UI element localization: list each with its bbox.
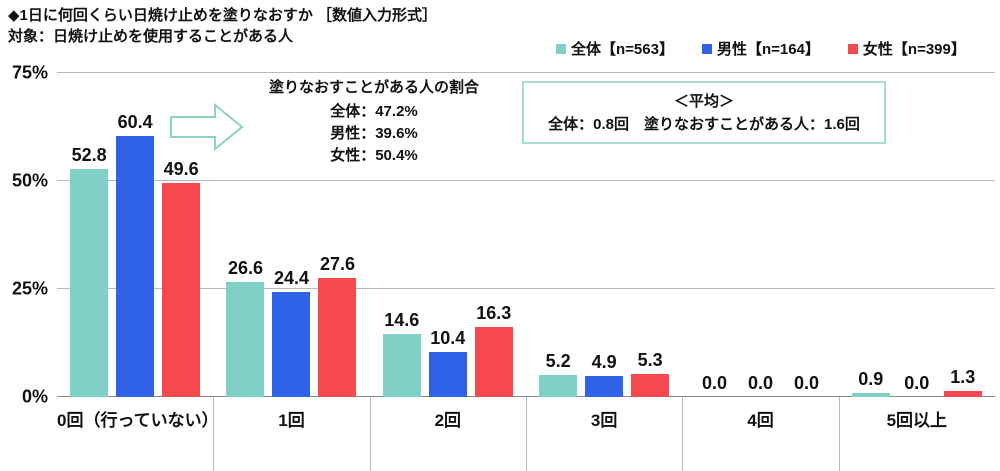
bar-value-label: 27.6 <box>319 253 356 274</box>
x-axis-category-label: 2回 <box>434 411 462 430</box>
bar: 52.8 <box>70 145 109 397</box>
average-box-text: 全体：0.8回 塗りなおすことがある人：1.6回 <box>548 115 860 133</box>
bar: 14.6 <box>382 310 421 397</box>
annotation-title: 塗りなおすことがある人の割合 <box>268 79 479 96</box>
category-separator <box>369 397 371 471</box>
bar: 0.9 <box>851 369 890 397</box>
bar: 4.9 <box>585 352 624 397</box>
bar: 60.4 <box>116 112 155 397</box>
bar-value-label: 5.3 <box>637 350 663 371</box>
gridline <box>57 72 995 73</box>
y-axis-tick-label: 0% <box>21 386 48 407</box>
legend: 全体【n=563】 男性【n=164】 女性【n=399】 <box>556 38 966 59</box>
bar-value-label: 0.9 <box>858 369 884 390</box>
category-group: 5.2 4.9 5.3 3回 <box>526 73 684 471</box>
bar-value-label: 14.6 <box>384 309 420 330</box>
bar-value-label: 1.3 <box>950 367 976 388</box>
right-arrow-icon <box>170 102 244 152</box>
category-group: 0.9 0.0 1.3 5回以上 <box>839 73 995 430</box>
category-separator <box>525 397 527 471</box>
legend-item: 男性【n=164】 <box>701 38 820 59</box>
y-axis-tick-label: 25% <box>11 278 48 299</box>
x-axis-category-label: 3回 <box>590 411 618 430</box>
bar: 5.2 <box>539 351 578 397</box>
bar: 10.4 <box>428 328 467 397</box>
bar-value-label: 24.4 <box>273 267 310 288</box>
average-box-title: ＜平均＞ <box>673 92 734 110</box>
category-separator <box>838 397 840 471</box>
category-group: 26.6 24.4 27.6 1回 <box>213 73 371 471</box>
bar-value-label: 0.0 <box>701 373 727 393</box>
bar-groups: 52.8 60.4 49.6 0回（行っていない） 26.6 24.4 27.6 1回 14.6… <box>57 73 995 471</box>
reapply-share-annotation: 塗りなおすことがある人の割合 全体：47.2% 男性：39.6% 女性：50.4% <box>243 77 505 167</box>
x-axis-category-label: 4回 <box>747 411 774 430</box>
gridline <box>57 180 995 181</box>
bar: 49.6 <box>162 159 201 397</box>
bar-value-label: 0.0 <box>793 373 819 393</box>
legend-item: 女性【n=399】 <box>847 38 966 59</box>
legend-label: 男性【n=164】 <box>716 41 820 58</box>
legend-label: 全体【n=563】 <box>571 41 674 58</box>
chart-title: ◆1日に何回くらい日焼け止めを塗りなおすか ［数値入力形式］ <box>8 7 438 24</box>
bar-value-label: 10.4 <box>430 328 466 349</box>
bar-value-label: 4.9 <box>591 351 617 372</box>
bar: 1.3 <box>943 367 982 397</box>
bar: 26.6 <box>226 258 265 397</box>
x-axis-category-label: 0回（行っていない） <box>57 411 219 430</box>
bar: 24.4 <box>272 268 311 397</box>
legend-swatch-icon <box>701 43 712 54</box>
bar-value-label: 0.0 <box>747 373 773 393</box>
annotation-lines: 全体：47.2% 男性：39.6% 女性：50.4% <box>243 101 505 167</box>
legend-label: 女性【n=399】 <box>862 41 966 58</box>
bar-value-label: 5.2 <box>545 350 571 371</box>
gridline <box>57 288 995 289</box>
bar-value-label: 16.3 <box>476 302 512 323</box>
legend-item: 全体【n=563】 <box>556 38 674 59</box>
category-separator <box>213 397 215 471</box>
bar-value-label: 60.4 <box>117 112 153 133</box>
bar: 16.3 <box>474 303 513 397</box>
category-separator <box>682 397 684 471</box>
bar-value-label: 52.8 <box>71 144 107 165</box>
legend-swatch-icon <box>847 43 858 54</box>
category-group: 52.8 60.4 49.6 0回（行っていない） <box>57 73 219 471</box>
bar-value-label: 49.6 <box>163 158 199 179</box>
x-axis-category-label: 5回以上 <box>886 411 948 430</box>
x-axis-line <box>57 396 995 397</box>
chart-subtitle: 対象：日焼け止めを使用することがある人 <box>8 28 294 45</box>
bar: 5.3 <box>631 350 670 397</box>
y-axis-tick-label: 75% <box>11 62 48 83</box>
average-box: ＜平均＞ 全体：0.8回 塗りなおすことがある人：1.6回 <box>522 81 886 144</box>
y-axis-tick-label: 50% <box>11 170 48 191</box>
category-group: 14.6 10.4 16.3 2回 <box>370 73 527 471</box>
bar-value-label: 26.6 <box>227 258 264 279</box>
annotation-line: 男性：39.6% <box>330 125 418 142</box>
plot-area: 0% 25% 50% 75% 52.8 60.4 49.6 0回（行っていない） 26.6 24.… <box>12 63 995 471</box>
category-group: 0.0 0.0 0.0 4回 <box>682 73 840 471</box>
annotation-line: 全体：47.2% <box>330 103 418 120</box>
bar-value-label: 0.0 <box>904 373 930 393</box>
bar: 27.6 <box>318 254 357 397</box>
legend-swatch-icon <box>556 43 566 54</box>
annotation-line: 女性：50.4% <box>330 147 418 164</box>
x-axis-category-label: 1回 <box>278 411 305 430</box>
